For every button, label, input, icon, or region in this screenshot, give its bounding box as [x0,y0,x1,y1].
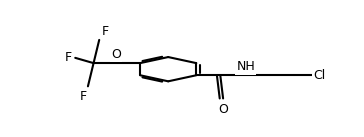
Text: NH: NH [236,60,255,73]
Text: O: O [218,102,228,115]
Text: F: F [101,25,108,38]
Text: F: F [65,51,72,64]
Text: O: O [111,48,121,61]
Text: F: F [80,90,87,103]
Text: Cl: Cl [313,69,326,82]
